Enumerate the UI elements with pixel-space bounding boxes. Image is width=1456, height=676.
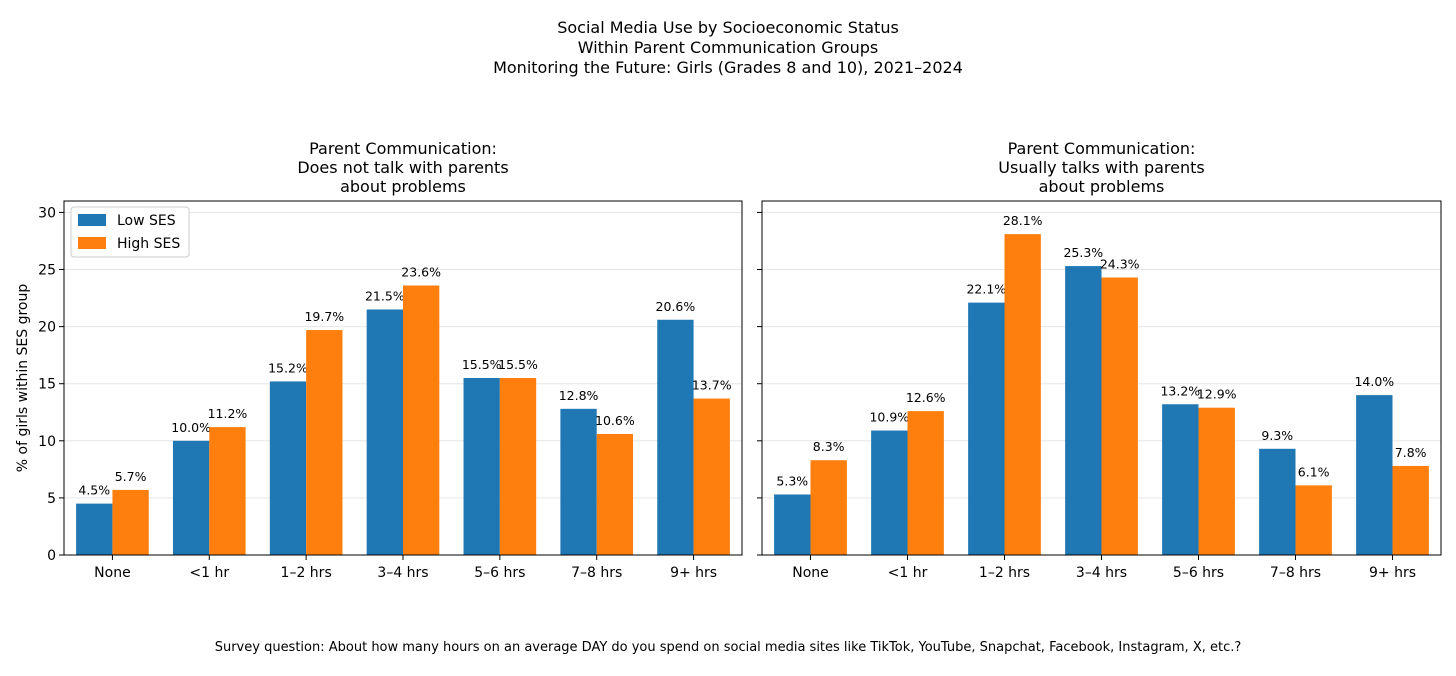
low-ses-bar-4 bbox=[1065, 266, 1102, 555]
high-ses-data-label-3: 19.7% bbox=[304, 309, 344, 324]
low-ses-data-label-6: 9.3% bbox=[1261, 428, 1293, 443]
high-ses-bar-6 bbox=[1295, 485, 1332, 555]
high-ses-data-label-4: 23.6% bbox=[401, 265, 441, 280]
low-ses-data-label-7: 14.0% bbox=[1354, 374, 1394, 389]
low-ses-bar-3 bbox=[968, 302, 1005, 555]
high-ses-bar-1 bbox=[112, 489, 149, 555]
y-tick-label-3: 15 bbox=[38, 377, 56, 393]
low-ses-bar-6 bbox=[560, 408, 597, 555]
x-tick-label-4: 3–4 hrs bbox=[1076, 565, 1127, 581]
high-ses-bar-5 bbox=[499, 378, 537, 555]
high-ses-data-label-1: 5.7% bbox=[115, 469, 147, 484]
low-ses-bar-1 bbox=[76, 503, 113, 555]
figure-title-line-2: Within Parent Communication Groups bbox=[577, 38, 879, 57]
x-tick-label-7: 9+ hrs bbox=[670, 565, 717, 581]
low-ses-bar-1 bbox=[774, 494, 811, 555]
low-ses-bar-7 bbox=[657, 319, 694, 555]
low-ses-data-label-4: 25.3% bbox=[1063, 245, 1103, 260]
chart-panel-1: 4.5% 10.0% 15.2% 21.5% 15.5% 12.8% 20.6% 5.7% 11… bbox=[15, 139, 743, 581]
high-ses-data-label-3: 28.1% bbox=[1003, 213, 1043, 228]
low-ses-data-label-2: 10.9% bbox=[869, 410, 909, 425]
x-tick-label-2: <1 hr bbox=[189, 565, 229, 581]
panel-title-line-1: Parent Communication: bbox=[309, 139, 497, 158]
high-ses-legend-swatch bbox=[78, 237, 106, 249]
low-ses-data-label-1: 5.3% bbox=[776, 473, 808, 488]
low-ses-data-label-6: 12.8% bbox=[559, 388, 599, 403]
high-ses-data-label-5: 12.9% bbox=[1197, 387, 1237, 402]
low-ses-bar-2 bbox=[871, 430, 908, 555]
high-ses-bar-3 bbox=[306, 330, 343, 555]
survey-question-footnote: Survey question: About how many hours on… bbox=[214, 640, 1242, 655]
high-ses-data-label-6: 10.6% bbox=[595, 413, 635, 428]
low-ses-data-label-3: 22.1% bbox=[966, 282, 1006, 297]
high-ses-bar-7 bbox=[693, 398, 730, 555]
y-tick-label-4: 20 bbox=[38, 320, 56, 336]
chart-panel-2: 5.3% 10.9% 22.1% 25.3% 13.2% 9.3% 14.0% 8.3% 12.… bbox=[757, 139, 1442, 581]
high-ses-bar-6 bbox=[596, 433, 634, 555]
figure-title-line-3: Monitoring the Future: Girls (Grades 8 a… bbox=[493, 58, 963, 77]
low-ses-data-label-5: 13.2% bbox=[1160, 383, 1200, 398]
x-tick-label-4: 3–4 hrs bbox=[377, 565, 428, 581]
high-ses-data-label-4: 24.3% bbox=[1100, 257, 1140, 272]
high-ses-bar-7 bbox=[1392, 465, 1429, 555]
x-tick-label-1: None bbox=[94, 565, 131, 581]
x-tick-label-6: 7–8 hrs bbox=[571, 565, 622, 581]
panel-title-line-3: about problems bbox=[1039, 177, 1165, 196]
panel-title-line-1: Parent Communication: bbox=[1008, 139, 1196, 158]
high-ses-bar-4 bbox=[403, 285, 440, 555]
high-ses-data-label-7: 13.7% bbox=[692, 378, 732, 393]
high-ses-legend-label: High SES bbox=[117, 236, 180, 252]
y-tick-label-6: 30 bbox=[38, 205, 56, 221]
y-tick-label-5: 25 bbox=[38, 263, 56, 279]
low-ses-legend-label: Low SES bbox=[117, 213, 176, 229]
low-ses-bar-7 bbox=[1356, 395, 1393, 555]
high-ses-data-label-6: 6.1% bbox=[1298, 464, 1330, 479]
low-ses-bar-2 bbox=[172, 440, 210, 555]
x-tick-label-3: 1–2 hrs bbox=[281, 565, 332, 581]
low-ses-bar-4 bbox=[366, 309, 403, 555]
high-ses-data-label-2: 12.6% bbox=[906, 390, 946, 405]
x-tick-label-7: 9+ hrs bbox=[1369, 565, 1416, 581]
x-tick-label-5: 5–6 hrs bbox=[1173, 565, 1224, 581]
high-ses-bar-3 bbox=[1004, 234, 1041, 555]
low-ses-bar-5 bbox=[1162, 404, 1199, 555]
y-tick-label-2: 10 bbox=[38, 434, 56, 450]
low-ses-data-label-7: 20.6% bbox=[656, 299, 696, 314]
panel-title-line-2: Usually talks with parents bbox=[998, 158, 1204, 177]
x-tick-label-1: None bbox=[792, 565, 829, 581]
high-ses-data-label-5: 15.5% bbox=[498, 357, 538, 372]
low-ses-data-label-3: 15.2% bbox=[268, 360, 308, 375]
high-ses-data-label-2: 11.2% bbox=[208, 406, 248, 421]
y-tick-label-0: 0 bbox=[47, 548, 56, 564]
low-ses-data-label-1: 4.5% bbox=[78, 483, 110, 498]
y-tick-label-1: 5 bbox=[47, 491, 56, 507]
high-ses-bar-1 bbox=[810, 460, 847, 555]
low-ses-bar-3 bbox=[269, 381, 307, 555]
y-axis-label: % of girls within SES group bbox=[15, 284, 31, 473]
low-ses-data-label-5: 15.5% bbox=[462, 357, 502, 372]
high-ses-data-label-1: 8.3% bbox=[813, 439, 845, 454]
x-tick-label-6: 7–8 hrs bbox=[1270, 565, 1321, 581]
high-ses-bar-4 bbox=[1101, 277, 1138, 555]
x-tick-label-3: 1–2 hrs bbox=[979, 565, 1030, 581]
panel-title-line-2: Does not talk with parents bbox=[297, 158, 508, 177]
low-ses-bar-5 bbox=[463, 378, 500, 555]
high-ses-bar-2 bbox=[209, 427, 246, 555]
low-ses-legend-swatch bbox=[78, 214, 106, 226]
low-ses-data-label-2: 10.0% bbox=[171, 420, 211, 435]
x-tick-label-5: 5–6 hrs bbox=[474, 565, 525, 581]
legend: Low SES High SES bbox=[70, 206, 190, 258]
panel-title-line-3: about problems bbox=[340, 177, 466, 196]
high-ses-bar-2 bbox=[907, 411, 944, 555]
figure-title-line-1: Social Media Use by Socioeconomic Status bbox=[557, 18, 899, 37]
x-tick-label-2: <1 hr bbox=[888, 565, 928, 581]
high-ses-data-label-7: 7.8% bbox=[1395, 445, 1427, 460]
low-ses-bar-6 bbox=[1259, 448, 1296, 555]
low-ses-data-label-4: 21.5% bbox=[365, 288, 405, 303]
high-ses-bar-5 bbox=[1198, 407, 1235, 555]
